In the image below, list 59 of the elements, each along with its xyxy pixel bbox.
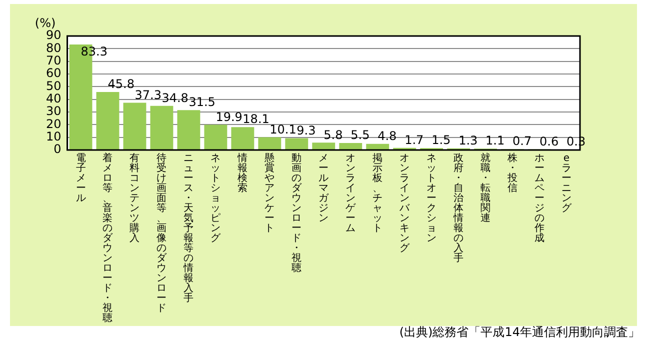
data-label: 1.5 [432, 133, 451, 148]
category-label: ネットオークション [426, 153, 437, 244]
data-label: 0.7 [512, 134, 532, 148]
category-label: 待受け画面等、画像のダウンロード [156, 153, 167, 314]
data-label: 1.1 [486, 134, 505, 148]
category-label: ホームページの作成 [534, 153, 545, 244]
x-tick-label: 情報検索 [236, 153, 249, 194]
data-label: 10.1 [270, 122, 296, 136]
data-label: 34.8 [162, 91, 188, 106]
y-tick-label: 60 [46, 66, 62, 80]
y-tick-label: 70 [46, 53, 62, 68]
y-tick-label: 40 [46, 91, 62, 106]
bar [204, 124, 228, 150]
y-axis-title: (%) [34, 16, 56, 30]
text: (出典)総務省「平成14年通信利用動向調査」 [399, 325, 640, 340]
bar [231, 127, 254, 150]
data-label: 9.3 [296, 123, 316, 138]
bar [339, 143, 362, 150]
category-label: ネットショッピング [210, 153, 221, 244]
data-label: 4.8 [378, 129, 397, 144]
data-label: 37.3 [134, 88, 162, 102]
data-label: 1.7 [404, 132, 424, 147]
data-label: 0.6 [540, 134, 559, 148]
category-label: 着メロ等、音楽のダウンロード・視聴 [102, 153, 113, 324]
bar [123, 102, 146, 150]
y-tick-label: 80 [46, 40, 62, 55]
y-tick-label: 90 [46, 28, 62, 42]
x-tick-label: 電子メール [74, 153, 87, 204]
bar [177, 110, 200, 150]
category-label: オンラインバンキング [400, 153, 410, 254]
bar [258, 137, 282, 150]
bar [96, 92, 120, 150]
x-tick-label: eラーニング [560, 153, 572, 214]
data-label: 5.5 [350, 128, 370, 142]
bar [150, 106, 174, 150]
x-tick-label: メールマガジン [318, 153, 330, 224]
x-tick-label: 掲示板、チャット [372, 153, 384, 234]
bar [285, 138, 308, 150]
category-label: 動画のダウンロード・視聴 [292, 153, 302, 274]
data-label: 19.9 [216, 110, 242, 124]
y-tick-label: 0 [54, 142, 62, 156]
data-label: 5.8 [324, 128, 343, 142]
y-tick-label: 10 [46, 129, 62, 144]
category-label: 有料コンテンツ購入 [130, 153, 140, 244]
x-tick-label: 懸賞やアンケート [264, 153, 276, 234]
bar [312, 142, 336, 150]
data-label: 45.8 [108, 77, 134, 92]
data-label: 18.1 [242, 112, 270, 126]
y-tick-label: 30 [46, 104, 62, 118]
data-label: 1.3 [458, 133, 478, 148]
x-tick-label: 就職・転職関連 [480, 153, 492, 224]
x-tick-label: 株・投信 [506, 153, 519, 194]
data-label: 31.5 [188, 95, 216, 110]
category-label: 政府・自治体情報の入手 [454, 153, 464, 264]
category-label: ニュース・天気予報等の情報入手 [184, 153, 194, 304]
bar [366, 144, 390, 150]
x-tick-label: オンラインゲーム [344, 153, 357, 234]
y-tick-label: 50 [46, 78, 62, 93]
y-tick-label: 20 [46, 116, 62, 131]
